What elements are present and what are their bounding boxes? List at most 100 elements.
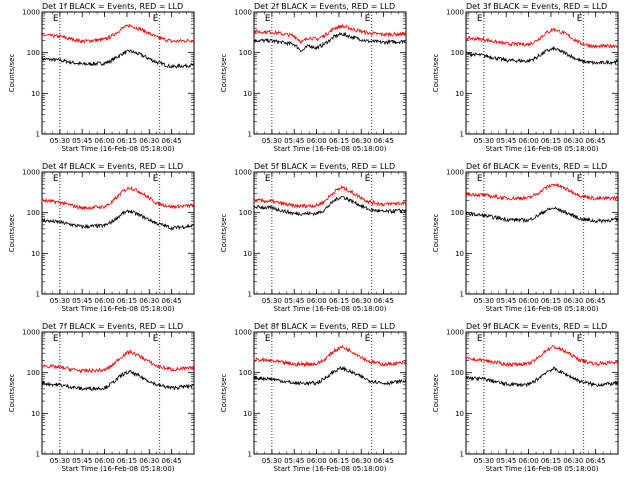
y-axis-label: Counts/sec [432, 54, 440, 93]
x-tick-label: 06:15 [329, 457, 349, 465]
plot-frame [253, 11, 407, 135]
x-tick-label: 06:00 [518, 137, 538, 145]
panel-det-3: Det 3f BLACK = Events, RED = LLD 1 10 100 10… [432, 2, 619, 153]
x-axis-label: Start Time (16-Feb-08 05:18:00) [485, 305, 598, 313]
y-axis-label: Counts/sec [432, 214, 440, 253]
panel-title: Det 6f BLACK = Events, RED = LLD [466, 162, 607, 171]
panel-det-1: Det 1f BLACK = Events, RED = LLD 1 10 100 10… [8, 2, 195, 153]
x-tick-label: 06:00 [518, 457, 538, 465]
panel-det-7: Det 7f BLACK = Events, RED = LLD 1 10 100 10… [8, 322, 195, 473]
event-marker-label: E [153, 334, 159, 344]
event-marker-label: E [265, 174, 271, 184]
x-tick-label: 06:30 [351, 137, 371, 145]
y-tick-label: 1 [460, 291, 464, 299]
y-tick-label: 1000 [446, 169, 464, 177]
x-tick-label: 05:45 [72, 297, 92, 305]
y-axis-label: Counts/sec [220, 214, 228, 253]
y-tick-label: 100 [27, 209, 40, 217]
series-events-line [465, 206, 619, 224]
event-marker-label: E [153, 14, 159, 24]
x-tick-label: 06:45 [586, 297, 606, 305]
plot-frame [41, 171, 195, 295]
y-tick-label: 1 [36, 131, 40, 139]
x-tick-label: 06:45 [374, 457, 394, 465]
event-marker-label: E [577, 334, 583, 344]
event-marker-label: E [365, 14, 371, 24]
x-tick-label: 05:45 [284, 457, 304, 465]
series-events-line [41, 49, 195, 69]
x-axis-label: Start Time (16-Feb-08 05:18:00) [273, 145, 386, 153]
series-lld-line [253, 344, 407, 368]
series-lld-line [41, 23, 195, 44]
y-tick-label: 10 [455, 410, 464, 418]
series-events-line [253, 365, 407, 387]
x-tick-label: 06:45 [162, 297, 182, 305]
x-tick-label: 06:15 [329, 297, 349, 305]
y-tick-label: 100 [239, 49, 252, 57]
x-tick-label: 05:45 [284, 297, 304, 305]
x-tick-label: 06:15 [541, 457, 561, 465]
panel-title: Det 4f BLACK = Events, RED = LLD [42, 162, 183, 171]
x-tick-label: 06:30 [563, 137, 583, 145]
event-marker-label: E [477, 14, 483, 24]
x-tick-label: 06:30 [139, 457, 159, 465]
panel-title: Det 1f BLACK = Events, RED = LLD [42, 2, 183, 11]
event-marker-label: E [53, 334, 59, 344]
x-tick-label: 06:30 [139, 137, 159, 145]
series-lld-line [465, 344, 619, 368]
y-tick-label: 100 [451, 209, 464, 217]
y-tick-label: 1000 [446, 9, 464, 17]
y-tick-label: 1000 [234, 329, 252, 337]
y-axis-label: Counts/sec [432, 374, 440, 413]
y-axis-label: Counts/sec [220, 374, 228, 413]
y-tick-label: 10 [243, 90, 252, 98]
y-tick-label: 1 [460, 451, 464, 459]
panel-det-9: Det 9f BLACK = Events, RED = LLD 1 10 100 10… [432, 322, 619, 473]
event-marker-label: E [265, 334, 271, 344]
event-marker-label: E [153, 174, 159, 184]
panel-title: Det 5f BLACK = Events, RED = LLD [254, 162, 395, 171]
series-lld-line [41, 348, 195, 374]
event-marker-label: E [577, 174, 583, 184]
panel-det-6: Det 6f BLACK = Events, RED = LLD 1 10 100 10… [432, 162, 619, 313]
plot-frame [465, 11, 619, 135]
panel-title: Det 3f BLACK = Events, RED = LLD [466, 2, 607, 11]
panel-title: Det 8f BLACK = Events, RED = LLD [254, 322, 395, 331]
x-tick-label: 06:00 [518, 297, 538, 305]
event-marker-label: E [365, 174, 371, 184]
event-marker-label: E [53, 14, 59, 24]
x-axis-label: Start Time (16-Feb-08 05:18:00) [61, 305, 174, 313]
x-tick-label: 05:45 [496, 457, 516, 465]
plot-frame [41, 11, 195, 135]
series-lld-line [253, 184, 407, 209]
y-tick-label: 10 [31, 250, 40, 258]
panel-title: Det 7f BLACK = Events, RED = LLD [42, 322, 183, 331]
x-tick-label: 06:00 [94, 137, 114, 145]
y-tick-label: 1000 [234, 169, 252, 177]
y-tick-label: 100 [451, 49, 464, 57]
series-events-line [41, 209, 195, 231]
y-tick-label: 1 [460, 131, 464, 139]
plot-frame [41, 331, 195, 455]
series-lld-line [465, 27, 619, 49]
y-tick-label: 10 [243, 410, 252, 418]
x-tick-label: 06:45 [586, 137, 606, 145]
x-tick-label: 06:45 [374, 297, 394, 305]
series-events-line [465, 366, 619, 388]
x-tick-label: 06:00 [306, 137, 326, 145]
x-tick-label: 05:30 [50, 297, 70, 305]
x-tick-label: 06:45 [162, 457, 182, 465]
panel-title: Det 9f BLACK = Events, RED = LLD [466, 322, 607, 331]
x-tick-label: 05:30 [474, 457, 494, 465]
y-tick-label: 100 [451, 369, 464, 377]
x-tick-label: 06:30 [351, 457, 371, 465]
x-tick-label: 05:30 [50, 137, 70, 145]
x-tick-label: 06:45 [374, 137, 394, 145]
x-axis-label: Start Time (16-Feb-08 05:18:00) [485, 145, 598, 153]
plot-frame [465, 171, 619, 295]
event-marker-label: E [265, 14, 271, 24]
x-tick-label: 05:45 [496, 137, 516, 145]
x-tick-label: 05:45 [496, 297, 516, 305]
x-tick-label: 06:30 [139, 297, 159, 305]
y-tick-label: 1 [248, 451, 252, 459]
